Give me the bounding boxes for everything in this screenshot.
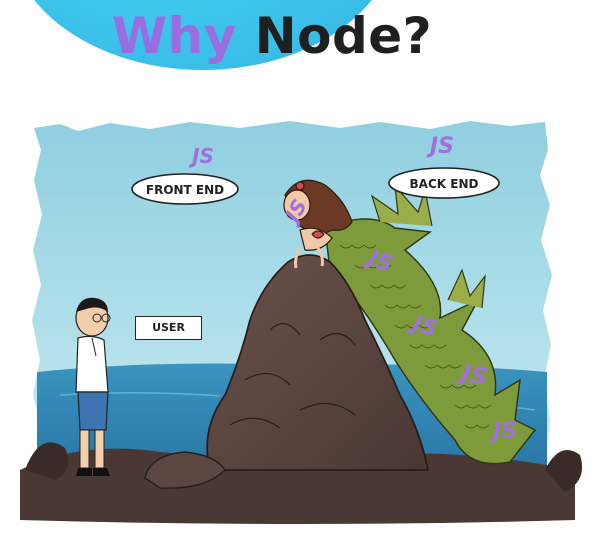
user-character [75,297,111,476]
js-mark: JS [489,419,517,444]
back-end-label: BACK END [410,177,479,191]
title-rest: Node? [254,7,433,65]
js-mark: JS [426,134,454,159]
user-label: USER [135,316,202,340]
title-highlight: Why [112,7,237,65]
mermaid-tail [324,218,537,465]
js-mark: JS [188,144,214,168]
rock [206,254,430,471]
page-title: Why Node? [112,0,432,72]
mermaid [283,179,353,269]
front-end-label: FRONT END [146,183,224,197]
